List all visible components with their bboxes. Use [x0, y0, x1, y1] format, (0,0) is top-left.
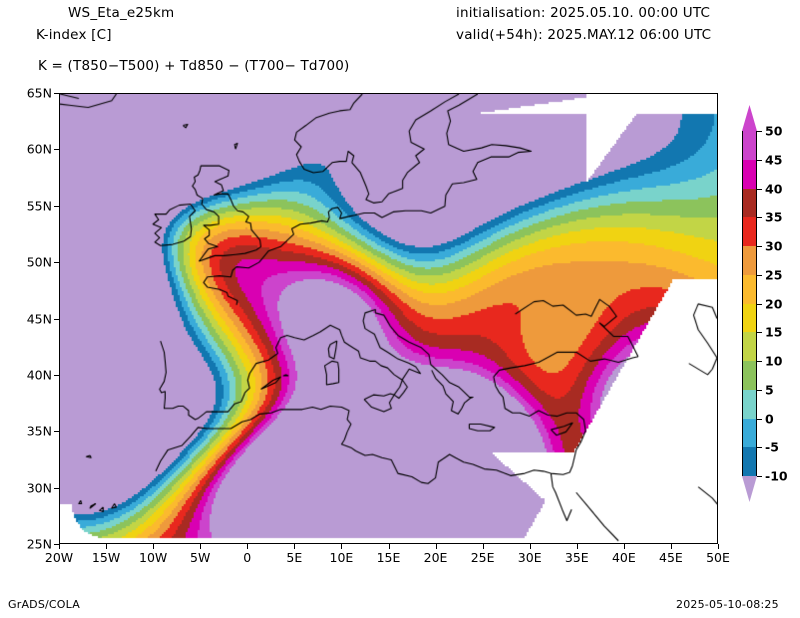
- colorbar-band: [742, 332, 757, 362]
- colorbar-bottom-cap: [742, 476, 757, 502]
- y-tick: [54, 205, 59, 207]
- colorbar-band: [742, 159, 757, 189]
- x-tick: [200, 544, 202, 549]
- colorbar: [742, 131, 757, 477]
- colorbar-band: [742, 274, 757, 304]
- x-tick-label: 10E: [329, 550, 354, 565]
- x-tick-label: 15E: [376, 550, 401, 565]
- colorbar-band: [742, 447, 757, 477]
- x-tick: [341, 544, 343, 549]
- y-tick: [54, 318, 59, 320]
- colorbar-tick: [757, 389, 762, 391]
- render-timestamp: 2025-05-10-08:25: [676, 598, 779, 611]
- colorbar-tick-label: 45: [765, 152, 783, 168]
- x-tick-label: 30E: [517, 550, 542, 565]
- credit-label: GrADS/COLA: [8, 598, 80, 611]
- colorbar-tick: [757, 274, 762, 276]
- colorbar-band: [742, 246, 757, 276]
- x-tick-label: 0: [243, 550, 252, 565]
- colorbar-band: [742, 303, 757, 333]
- colorbar-tick: [757, 418, 762, 420]
- colorbar-tick: [757, 303, 762, 305]
- y-tick: [54, 431, 59, 433]
- x-tick-label: 5E: [286, 550, 303, 565]
- x-tick-label: 20W: [44, 550, 74, 565]
- x-tick: [670, 544, 672, 549]
- colorbar-tick-label: 40: [765, 181, 783, 196]
- map-plot-area: [59, 93, 718, 544]
- model-name: WS_Eta_e25km: [68, 5, 175, 21]
- y-tick-label: 65N: [26, 85, 52, 101]
- y-tick-label: 60N: [26, 141, 52, 157]
- x-tick: [482, 544, 484, 549]
- y-tick: [54, 149, 59, 151]
- colorbar-tick: [757, 447, 762, 449]
- x-tick: [435, 544, 437, 549]
- colorbar-tick: [757, 476, 762, 477]
- x-tick-label: 25E: [470, 550, 495, 565]
- x-tick: [388, 544, 390, 549]
- colorbar-band: [742, 389, 757, 419]
- colorbar-tick-label: 50: [765, 123, 783, 139]
- y-tick-label: 30N: [26, 480, 52, 496]
- colorbar-tick-label: 5: [765, 382, 774, 398]
- x-tick: [106, 544, 108, 549]
- field-name: K-index [C]: [36, 27, 112, 43]
- y-tick-label: 45N: [26, 311, 52, 326]
- colorbar-tick: [757, 159, 762, 161]
- x-tick-label: 10W: [139, 550, 168, 565]
- x-tick: [529, 544, 531, 549]
- colorbar-tick-label: 35: [765, 209, 783, 225]
- colorbar-tick-label: 30: [765, 238, 783, 254]
- y-tick-label: 55N: [26, 198, 52, 214]
- colorbar-tick: [757, 332, 762, 334]
- colorbar-tick: [757, 188, 762, 190]
- x-tick: [153, 544, 155, 549]
- x-tick-label: 50E: [706, 550, 730, 565]
- x-tick: [623, 544, 625, 549]
- colorbar-band: [742, 418, 757, 448]
- y-tick-label: 40N: [26, 367, 52, 383]
- colorbar-top-cap: [742, 105, 757, 131]
- y-tick-label: 50N: [26, 254, 52, 270]
- colorbar-band: [742, 188, 757, 218]
- colorbar-tick: [757, 361, 762, 362]
- y-tick-label: 25N: [26, 536, 52, 552]
- colorbar-tick-label: 10: [765, 353, 783, 369]
- y-tick: [54, 262, 59, 264]
- x-tick: [247, 544, 249, 549]
- colorbar-tick-label: 20: [765, 296, 783, 311]
- x-tick-label: 15W: [91, 550, 121, 565]
- x-tick-label: 20E: [423, 550, 448, 565]
- x-tick-label: 40E: [611, 550, 636, 565]
- colorbar-tick-label: -5: [765, 439, 779, 455]
- y-tick: [54, 374, 59, 376]
- colorbar-tick: [757, 246, 762, 247]
- valid-time: valid(+54h): 2025.MAY.12 06:00 UTC: [456, 27, 712, 43]
- initialisation-time: initialisation: 2025.05.10. 00:00 UTC: [456, 5, 711, 21]
- x-tick: [718, 544, 719, 549]
- y-tick-label: 35N: [26, 423, 52, 439]
- x-tick-label: 5W: [190, 550, 211, 565]
- x-tick: [576, 544, 578, 549]
- colorbar-band: [742, 361, 757, 391]
- x-tick-label: 45E: [659, 550, 683, 565]
- colorbar-band: [742, 217, 757, 247]
- colorbar-tick-label: 25: [765, 267, 783, 283]
- kindex-contour-field: [60, 94, 717, 543]
- colorbar-band: [742, 131, 757, 161]
- x-tick: [59, 544, 60, 549]
- y-tick: [54, 487, 59, 489]
- colorbar-tick: [757, 217, 762, 219]
- y-tick: [54, 544, 59, 545]
- colorbar-tick-label: 0: [765, 411, 774, 426]
- colorbar-tick: [757, 131, 762, 132]
- formula-text: K = (T850−T500) + Td850 − (T700− Td700): [38, 58, 350, 74]
- x-tick: [294, 544, 296, 549]
- x-tick-label: 35E: [564, 550, 589, 565]
- colorbar-tick-label: -10: [765, 468, 788, 484]
- y-tick: [54, 93, 59, 94]
- colorbar-tick-label: 15: [765, 324, 783, 340]
